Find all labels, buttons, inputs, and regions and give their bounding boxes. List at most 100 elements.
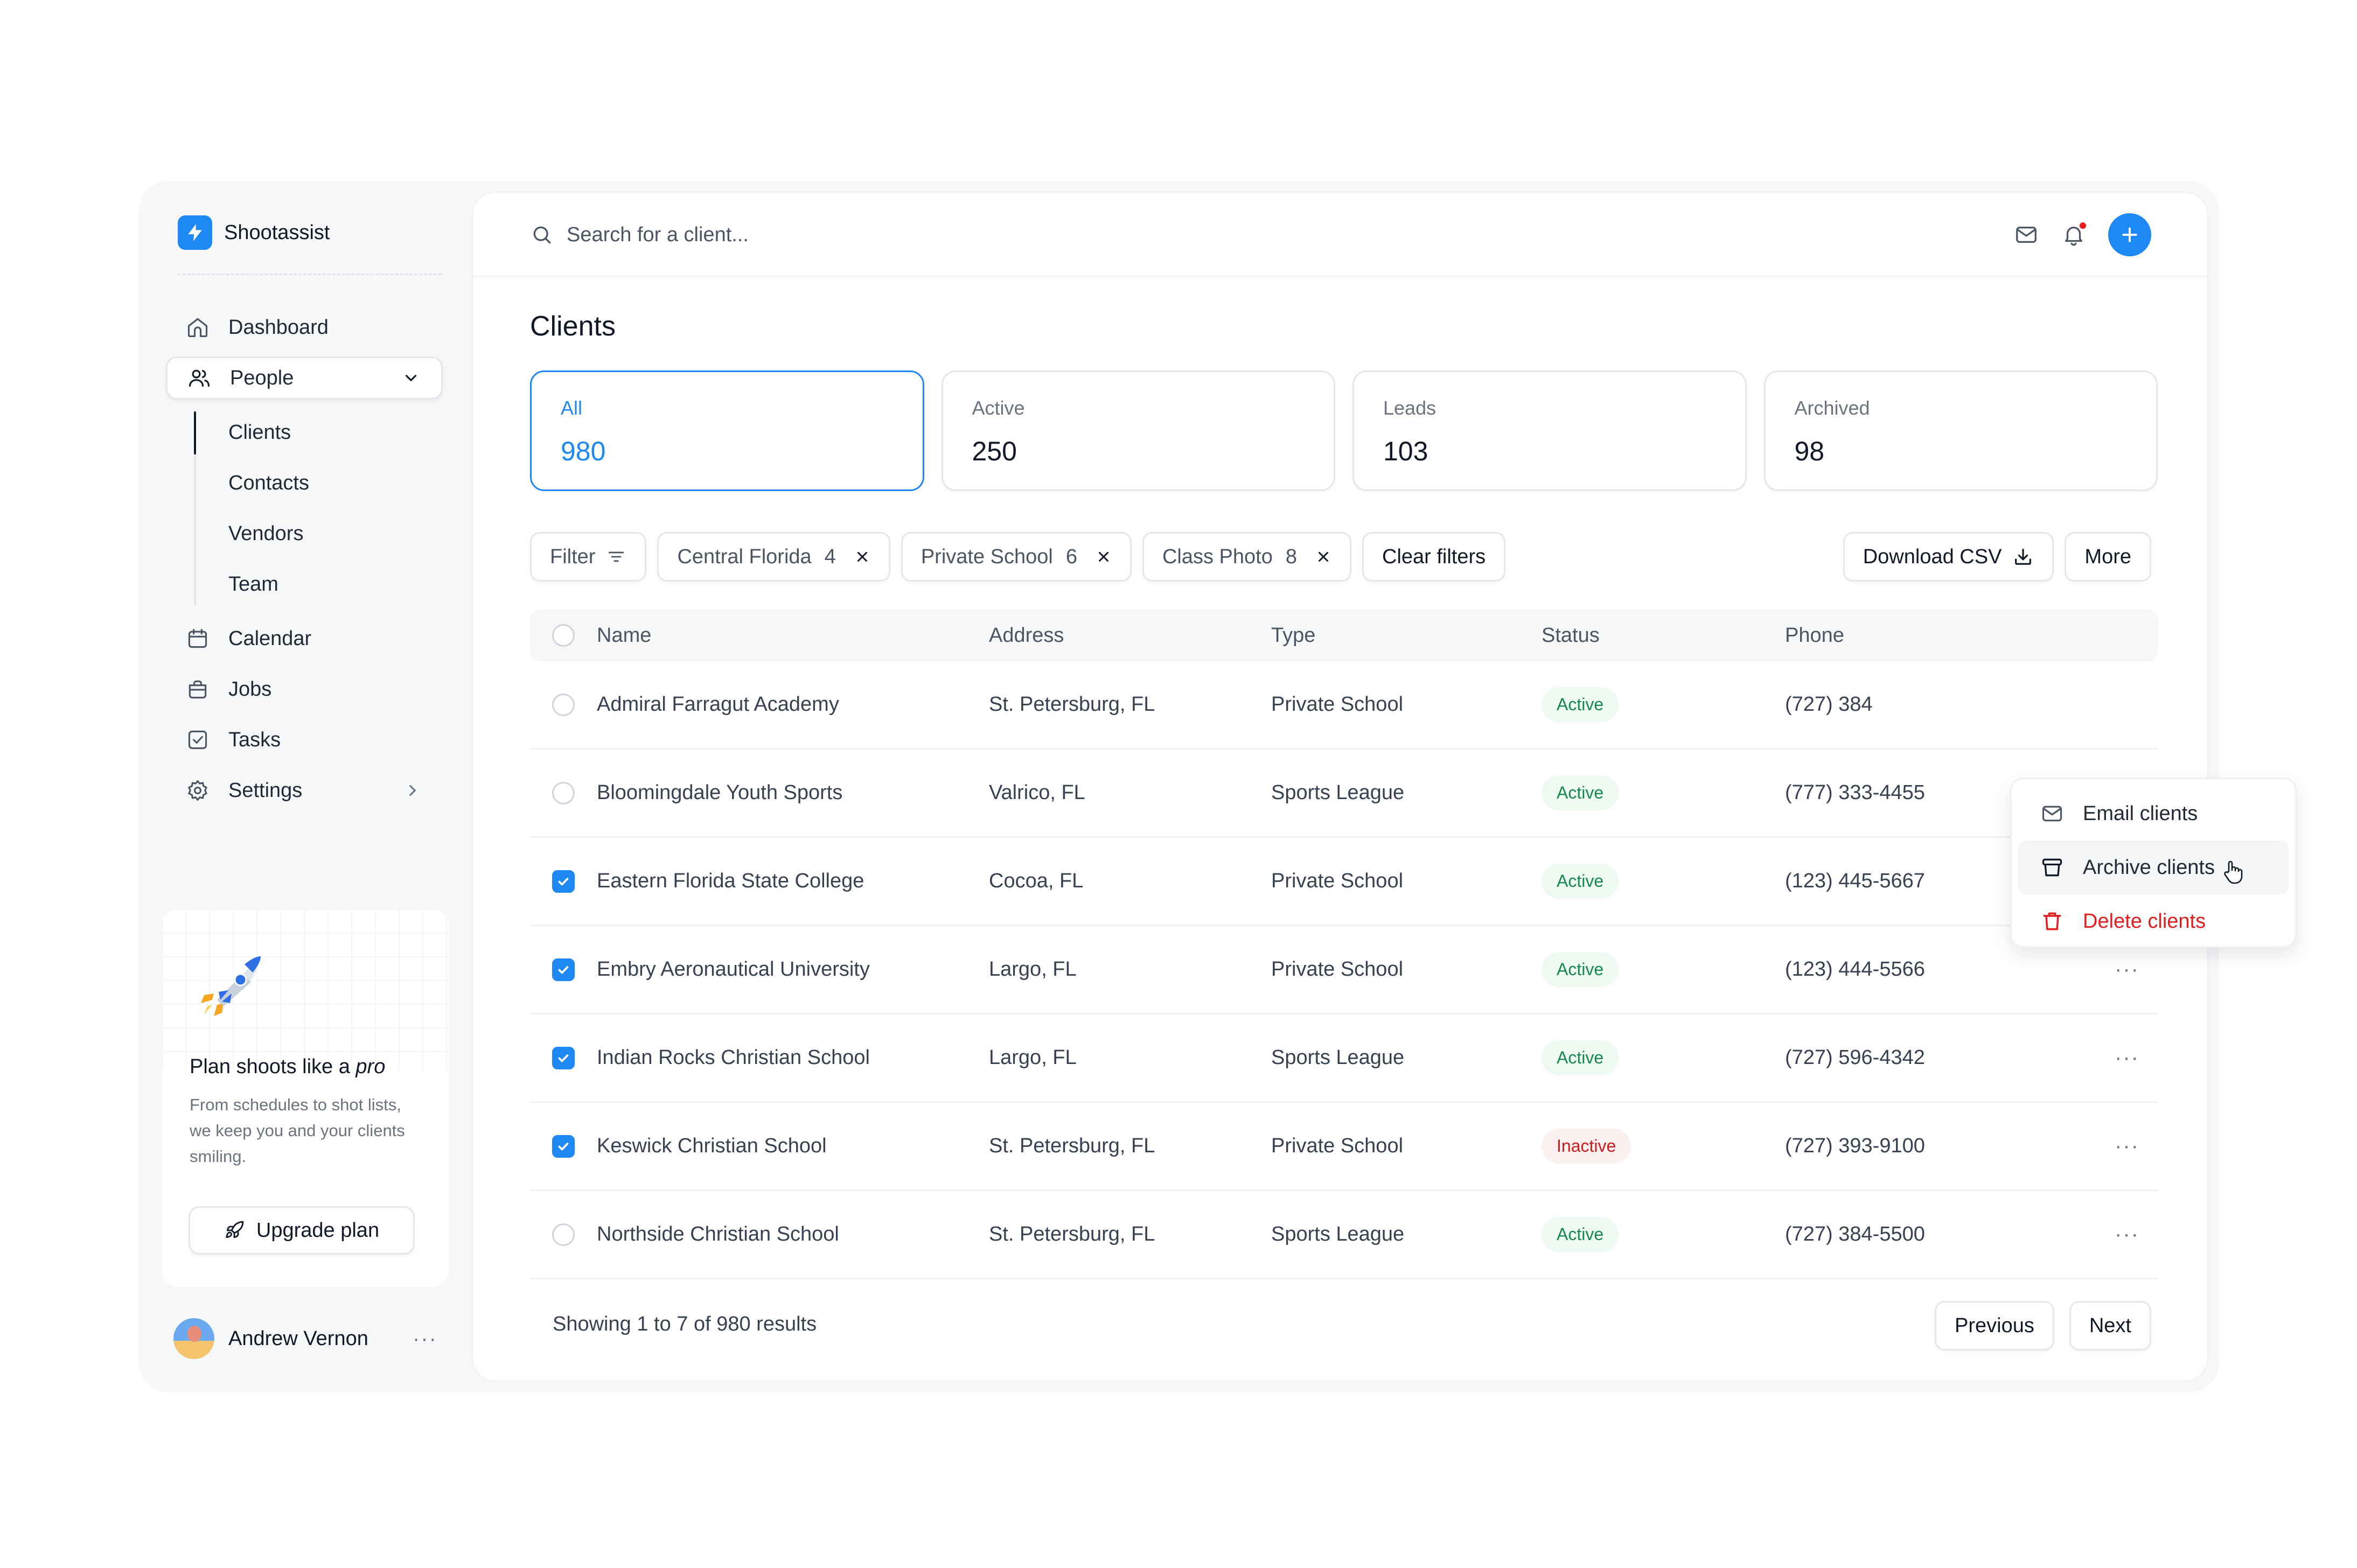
filter-chip-central-florida[interactable]: Central Florida 4 [657,532,890,582]
user-name: Andrew Vernon [228,1327,368,1350]
table-row[interactable]: Bloomingdale Youth Sports Valrico, FL Sp… [530,750,2158,838]
users-icon [187,366,212,390]
column-header-phone[interactable]: Phone [1785,624,1844,647]
filter-button[interactable]: Filter [530,532,647,582]
search-bar[interactable] [530,220,1051,250]
row-more-icon[interactable]: ··· [2115,1134,2139,1158]
client-address: St. Petersburg, FL [989,693,1155,716]
select-all-checkbox[interactable] [552,624,575,647]
row-checkbox[interactable] [552,693,575,716]
clear-filters-button[interactable]: Clear filters [1362,532,1506,582]
topbar-actions [2013,213,2151,256]
pagination: Previous Next [1935,1301,2151,1350]
more-icon[interactable]: ··· [413,1327,437,1350]
user-profile[interactable]: Andrew Vernon ··· [173,1317,443,1360]
download-csv-button[interactable]: Download CSV [1843,532,2054,582]
row-checkbox[interactable] [552,1135,575,1158]
filter-chip-private-school[interactable]: Private School 6 [901,532,1132,582]
stat-label: Archived [1794,397,1870,419]
client-address: Largo, FL [989,1046,1077,1069]
menu-item-email-clients[interactable]: Email clients [2018,787,2289,841]
client-phone: (727) 384-5500 [1785,1223,1925,1245]
row-checkbox[interactable] [552,1223,575,1246]
chevron-down-icon[interactable] [401,368,421,388]
table-row[interactable]: Keswick Christian School St. Petersburg,… [530,1103,2158,1191]
sidebar-item-dashboard[interactable]: Dashboard [166,306,443,349]
client-name: Embry Aeronautical University [597,958,870,981]
client-type: Private School [1271,870,1404,892]
menu-item-archive-clients[interactable]: Archive clients [2018,841,2289,894]
sidebar-item-jobs[interactable]: Jobs [166,668,443,711]
search-input[interactable] [567,223,1051,247]
row-more-icon[interactable]: ··· [2115,1222,2139,1246]
column-header-status[interactable]: Status [1542,624,1600,647]
sidebar: Shootassist Dashboard People [139,181,472,1392]
people-subnav: Clients Contacts Vendors Team [194,407,443,610]
more-button[interactable]: More [2065,532,2151,582]
bell-icon[interactable] [2061,221,2088,248]
stat-tab-active[interactable]: Active 250 [941,370,1335,491]
client-name: Eastern Florida State College [597,870,864,892]
filter-chip-class-photo[interactable]: Class Photo 8 [1142,532,1351,582]
previous-button[interactable]: Previous [1935,1301,2054,1350]
sidebar-item-contacts[interactable]: Contacts [228,471,309,494]
menu-item-delete-clients[interactable]: Delete clients [2018,894,2289,948]
client-name: Admiral Farragut Academy [597,693,839,716]
stat-tab-all[interactable]: All 980 [530,370,924,491]
filter-bar: Filter Central Florida 4 Private School … [530,532,1506,582]
mail-icon [2040,801,2065,826]
sidebar-item-settings[interactable]: Settings [166,769,443,812]
close-icon[interactable] [1096,549,1112,565]
stat-tab-leads[interactable]: Leads 103 [1352,370,1747,491]
sidebar-item-calendar[interactable]: Calendar [166,617,443,660]
trash-icon [2040,909,2065,934]
stat-value: 980 [561,436,606,466]
brand[interactable]: Shootassist [178,215,330,250]
status-badge: Active [1542,1040,1619,1075]
briefcase-icon [185,677,210,702]
mail-icon[interactable] [2013,222,2039,248]
check-icon [558,877,569,885]
clients-table: Name Address Type Status Phone Admiral F… [530,610,2158,1279]
table-row[interactable]: Northside Christian School St. Petersbur… [530,1191,2158,1279]
client-address: Valrico, FL [989,781,1085,804]
column-header-address[interactable]: Address [989,624,1064,647]
promo-title: Plan shoots like a pro [190,1055,386,1078]
row-more-icon[interactable]: ··· [2115,1046,2139,1069]
upgrade-plan-button[interactable]: Upgrade plan [189,1206,415,1255]
status-badge: Inactive [1542,1129,1631,1164]
row-checkbox[interactable] [552,1046,575,1069]
client-type: Private School [1271,958,1404,981]
add-client-button[interactable] [2108,213,2151,256]
row-more-icon[interactable]: ··· [2115,957,2139,981]
row-checkbox[interactable] [552,870,575,893]
column-header-type[interactable]: Type [1271,624,1316,647]
sidebar-item-tasks[interactable]: Tasks [166,718,443,761]
check-icon [558,1054,569,1062]
active-indicator [194,411,196,454]
sidebar-item-clients[interactable]: Clients [228,421,291,444]
column-header-name[interactable]: Name [597,624,652,647]
table-row[interactable]: Admiral Farragut Academy St. Petersburg,… [530,661,2158,750]
table-row[interactable]: Eastern Florida State College Cocoa, FL … [530,838,2158,926]
filter-count: 6 [1065,545,1077,568]
table-row[interactable]: Indian Rocks Christian School Largo, FL … [530,1014,2158,1103]
close-icon[interactable] [854,549,870,565]
sidebar-item-label: Tasks [228,728,281,751]
close-icon[interactable] [1315,549,1331,565]
row-checkbox[interactable] [552,958,575,981]
sidebar-item-label: Calendar [228,627,312,650]
chevron-right-icon[interactable] [403,781,422,800]
next-button[interactable]: Next [2069,1301,2151,1350]
client-name: Indian Rocks Christian School [597,1046,870,1069]
sidebar-item-label: Settings [228,779,303,802]
sidebar-item-people[interactable]: People [166,356,443,400]
sidebar-item-team[interactable]: Team [228,572,278,596]
filter-count: 8 [1285,545,1297,568]
stat-tab-archived[interactable]: Archived 98 [1763,370,2158,491]
sidebar-item-vendors[interactable]: Vendors [228,522,304,545]
promo-text: From schedules to shot lists, we keep yo… [190,1095,405,1166]
table-row[interactable]: Embry Aeronautical University Largo, FL … [530,926,2158,1014]
search-icon [533,226,551,244]
row-checkbox[interactable] [552,781,575,804]
